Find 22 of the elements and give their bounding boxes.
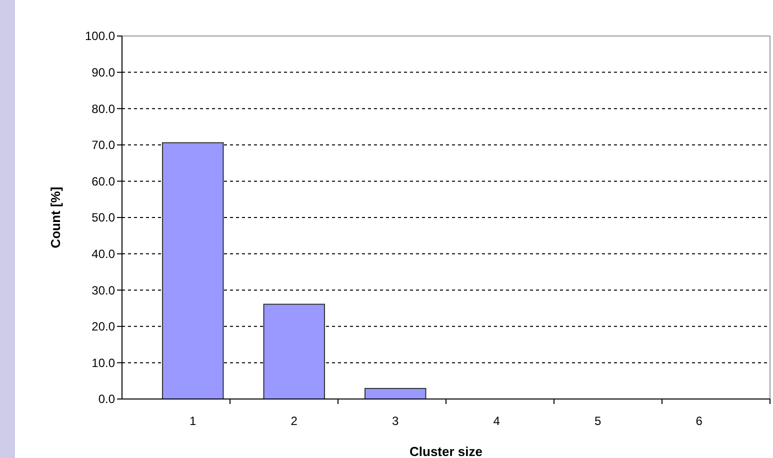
y-tick-label: 60.0: [92, 174, 116, 188]
y-tick-label: 100.0: [84, 29, 116, 44]
y-tick-label: 90.0: [92, 66, 116, 80]
bar: [162, 142, 224, 400]
y-tick-label: 0.0: [98, 392, 116, 406]
y-axis-title: Count [%]: [48, 186, 63, 248]
y-tick-label: 70.0: [92, 138, 116, 152]
x-tick-label: 4: [493, 414, 500, 428]
y-tick-label: 30.0: [92, 283, 116, 298]
y-tick-label: 80.0: [92, 102, 116, 116]
y-tick-label: 50.0: [92, 210, 116, 225]
y-tick-label: 10.0: [92, 356, 116, 370]
x-tick-label: 2: [290, 414, 298, 428]
x-tick-label: 6: [696, 414, 703, 428]
x-tick-label: 5: [594, 414, 602, 428]
y-tick-label: 20.0: [92, 320, 116, 334]
x-tick-label: 3: [392, 414, 400, 428]
bar: [364, 388, 426, 400]
bar: [263, 304, 325, 400]
x-tick-label: 1: [190, 414, 197, 428]
x-axis-title: Cluster size: [410, 444, 482, 458]
y-tick-label: 40.0: [92, 247, 116, 261]
